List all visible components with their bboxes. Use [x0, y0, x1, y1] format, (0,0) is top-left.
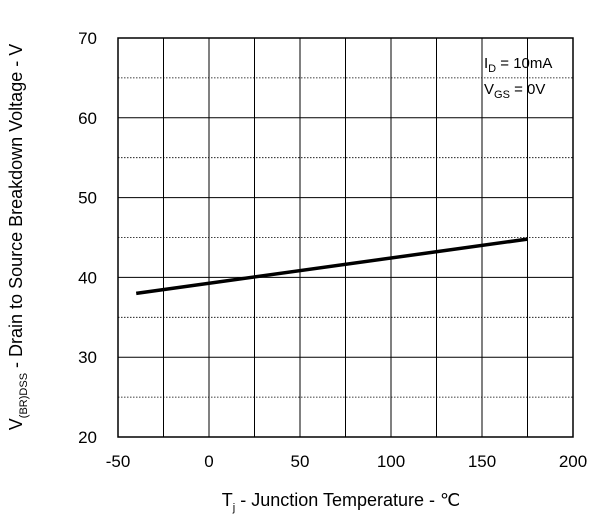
- y-tick-label: 60: [78, 109, 97, 128]
- plot-frame: [117, 37, 574, 438]
- x-tick-label: 150: [468, 452, 496, 471]
- x-tick-label: 0: [204, 452, 213, 471]
- annotation-line-2: VGS = 0V: [484, 81, 545, 101]
- gridlines-x: [163, 38, 528, 437]
- y-tick-label: 70: [78, 29, 97, 48]
- y-tick-label: 20: [78, 428, 97, 447]
- x-tick-label: 50: [291, 452, 310, 471]
- y-tick-label: 50: [78, 189, 97, 208]
- x-tick-label: -50: [106, 452, 131, 471]
- x-tick-label: 100: [377, 452, 405, 471]
- y-tick-labels: 20 30 40 50 60 70: [78, 29, 97, 447]
- annotation-line-1: ID = 10mA: [484, 55, 552, 75]
- condition-annotation: ID = 10mA VGS = 0V: [484, 55, 552, 101]
- y-tick-label: 30: [78, 348, 97, 367]
- x-axis-title: Tj - Junction Temperature - ℃: [222, 490, 460, 514]
- gridlines-y: [118, 117, 573, 358]
- y-tick-label: 40: [78, 268, 97, 287]
- x-tick-labels: -50 0 50 100 150 200: [106, 452, 587, 471]
- x-tick-label: 200: [559, 452, 587, 471]
- minor-gridlines-y: [118, 77, 573, 398]
- y-axis-title: V(BR)DSS - Drain to Source Breakdown Vol…: [6, 44, 30, 430]
- series-line: [135, 237, 528, 296]
- series-layer: [135, 237, 528, 296]
